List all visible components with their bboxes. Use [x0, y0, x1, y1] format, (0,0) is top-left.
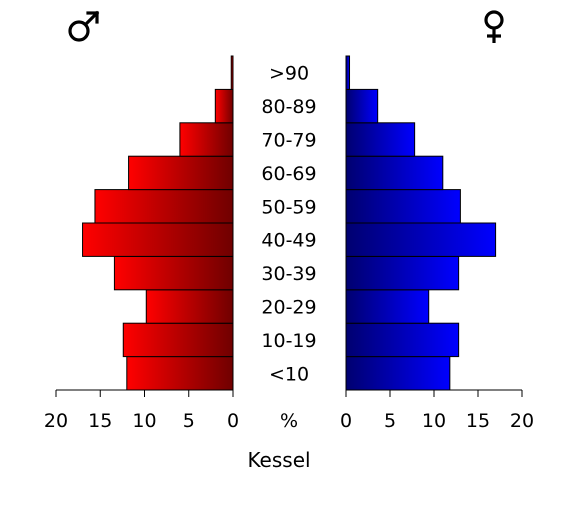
male-bar-40-49 — [82, 222, 234, 257]
age-label-60-69: 60-69 — [261, 163, 316, 185]
center-unit-label: % — [280, 410, 298, 432]
female-axis-tick-label-15: 15 — [466, 410, 490, 432]
male-bar-70-79 — [179, 122, 234, 157]
female-bars — [345, 55, 497, 391]
male-bar-10-19 — [122, 322, 234, 358]
female-bar-70-79 — [345, 122, 416, 157]
male-bar-30-39 — [113, 255, 234, 291]
male-bar-under-10 — [126, 356, 234, 391]
age-label-80-89: 80-89 — [261, 96, 316, 118]
male-bar-20-29 — [145, 289, 234, 324]
male-bar-80-89 — [214, 88, 234, 124]
male-x-axis: 0 5 10 15 20 — [44, 389, 239, 432]
male-symbol-icon — [68, 10, 100, 42]
female-bar-10-19 — [345, 322, 460, 358]
male-axis-tick-label-10: 10 — [132, 410, 156, 432]
female-axis-tick-label-20: 20 — [510, 410, 534, 432]
age-label-20-29: 20-29 — [261, 297, 316, 319]
female-axis-tick-label-0: 0 — [340, 410, 352, 432]
male-bar-60-69 — [128, 155, 234, 191]
female-bar-30-39 — [345, 255, 460, 291]
male-bar-over-90 — [230, 55, 234, 90]
female-bar-20-29 — [345, 289, 430, 324]
female-axis-tick-label-10: 10 — [422, 410, 446, 432]
male-bar-50-59 — [94, 189, 234, 224]
age-label-30-39: 30-39 — [261, 263, 316, 285]
female-bar-50-59 — [345, 189, 461, 224]
female-bar-40-49 — [345, 222, 497, 257]
female-x-axis: 0 5 10 15 20 — [340, 389, 534, 432]
age-label-70-79: 70-79 — [261, 130, 316, 152]
age-label-under-10: <10 — [269, 363, 309, 385]
female-bar-80-89 — [345, 88, 379, 124]
age-label-40-49: 40-49 — [261, 230, 316, 252]
age-label-over-90: >90 — [269, 63, 309, 85]
x-axis-label: Kessel — [247, 448, 310, 472]
female-bar-under-10 — [345, 356, 451, 391]
age-label-50-59: 50-59 — [261, 196, 316, 218]
female-bar-over-90 — [345, 55, 351, 90]
age-label-10-19: 10-19 — [261, 330, 316, 352]
age-group-labels: <10 10-19 20-29 30-39 40-49 50-59 60-69 70-79 80… — [261, 63, 316, 386]
male-bars — [82, 55, 234, 391]
male-axis-tick-label-15: 15 — [88, 410, 112, 432]
male-axis-tick-label-0: 0 — [227, 410, 239, 432]
female-bar-60-69 — [345, 155, 444, 191]
male-axis-tick-label-20: 20 — [44, 410, 68, 432]
male-axis-tick-label-5: 5 — [183, 410, 195, 432]
female-symbol-icon — [484, 10, 504, 43]
female-axis-tick-label-5: 5 — [384, 410, 396, 432]
